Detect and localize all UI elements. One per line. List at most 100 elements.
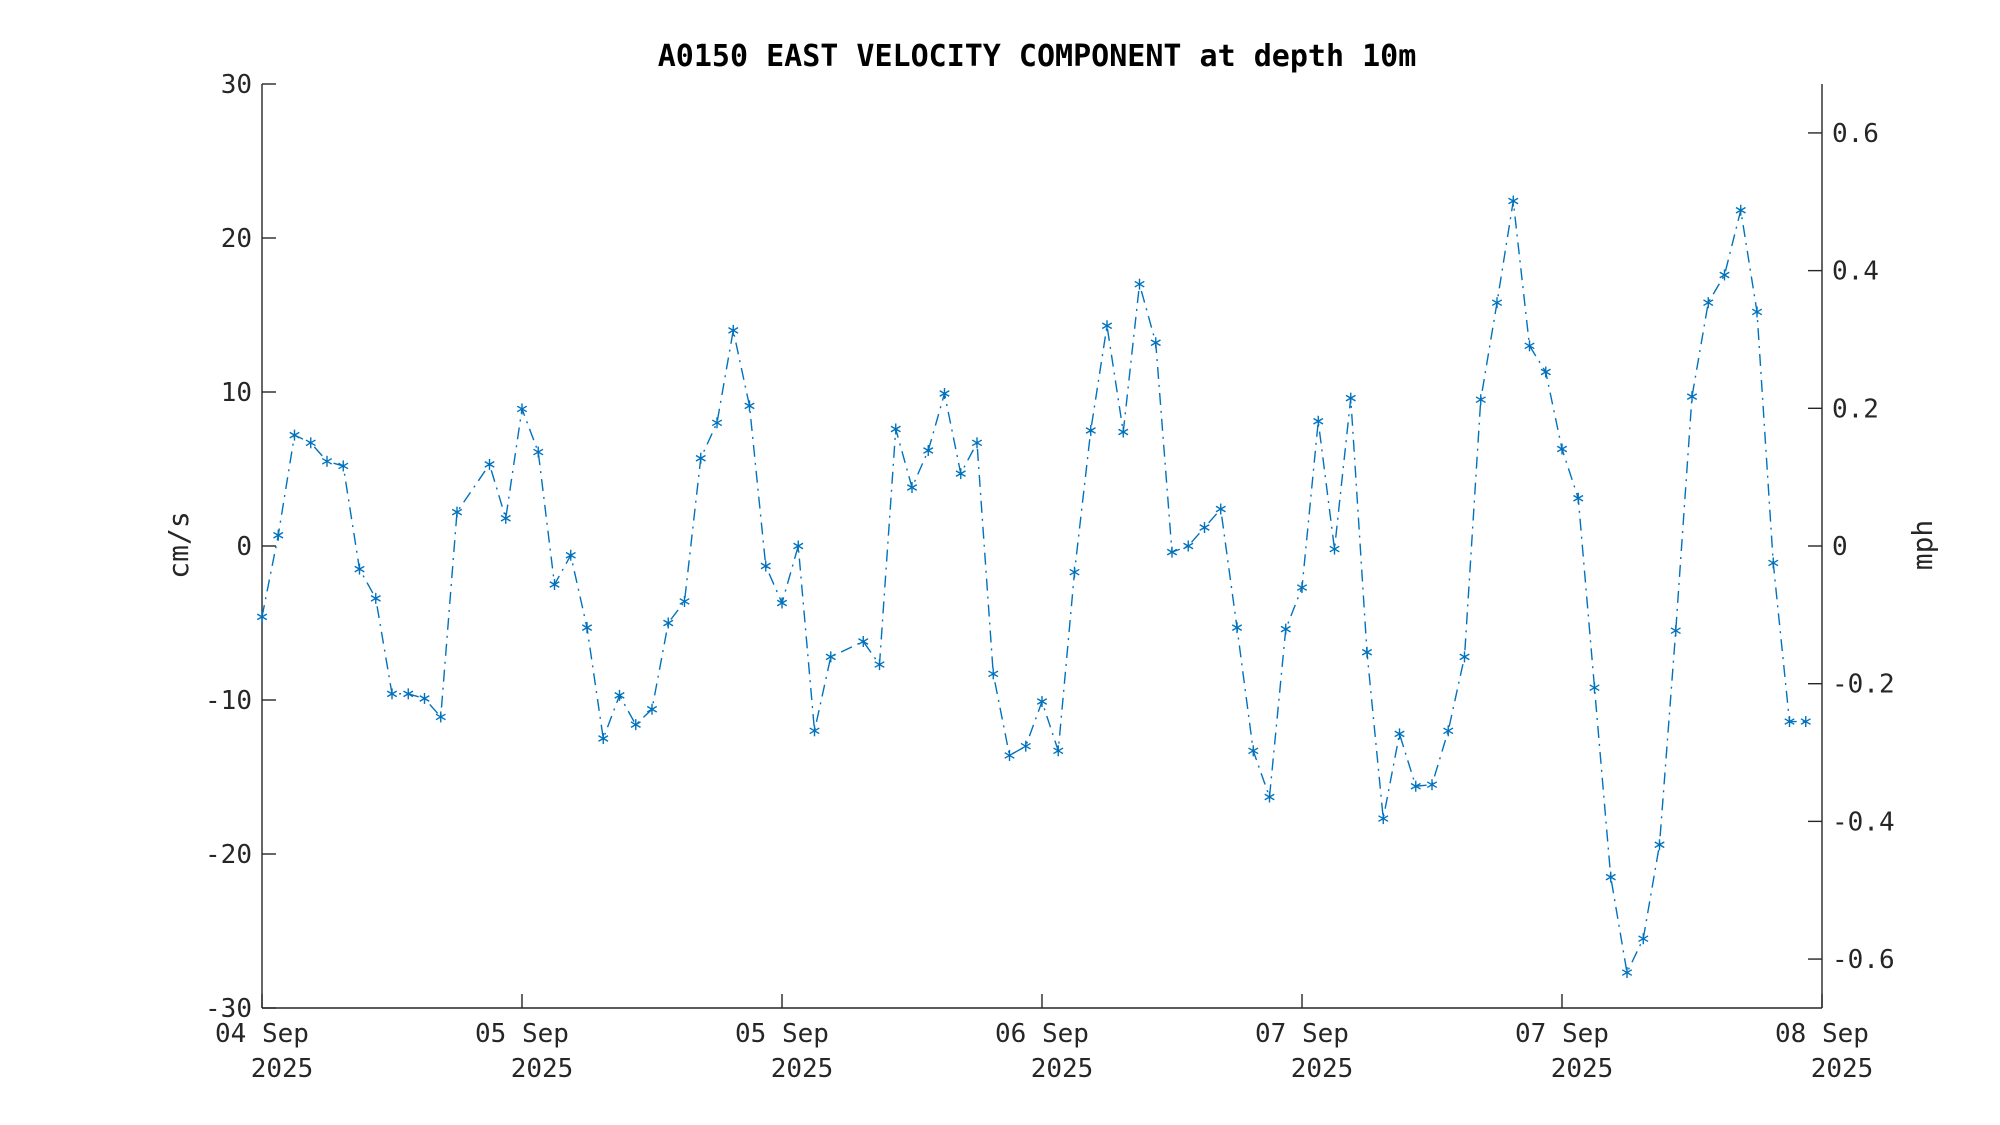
data-point bbox=[1703, 297, 1714, 309]
data-point bbox=[1719, 269, 1730, 281]
data-point bbox=[1231, 622, 1243, 634]
data-point bbox=[858, 635, 869, 647]
data-point bbox=[711, 417, 723, 429]
data-point bbox=[1069, 566, 1080, 578]
data-point bbox=[1085, 425, 1096, 436]
data-point bbox=[1686, 391, 1698, 403]
data-point bbox=[1621, 967, 1633, 979]
data-point bbox=[776, 597, 788, 609]
data-point bbox=[988, 668, 999, 680]
y-tick-label-right: -0.2 bbox=[1832, 670, 1895, 700]
axes-layer: -30 -20 -10 0 10 20 30 -0.6 -0.4 -0.2 0 0.2 0.4 0.6 04… bbox=[205, 70, 1895, 1084]
data-point bbox=[1345, 392, 1356, 404]
data-point bbox=[744, 400, 755, 412]
chart-title: A0150 EAST VELOCITY COMPONENT at depth 1… bbox=[658, 39, 1417, 74]
data-point bbox=[695, 452, 706, 464]
data-point bbox=[338, 460, 349, 472]
data-point bbox=[1475, 394, 1486, 406]
y-tick-label-left: 10 bbox=[221, 378, 252, 408]
x-tick-label-line1: 06 Sep bbox=[995, 1019, 1089, 1049]
data-point bbox=[1296, 582, 1308, 594]
data-point bbox=[728, 324, 739, 336]
data-point bbox=[1199, 522, 1210, 534]
data-point bbox=[1426, 779, 1438, 791]
data-point bbox=[809, 725, 820, 737]
data-point bbox=[500, 512, 511, 524]
x-tick-label-line1: 05 Sep bbox=[735, 1019, 829, 1049]
data-point bbox=[419, 692, 430, 704]
series-layer bbox=[256, 195, 1811, 979]
data-point bbox=[1589, 682, 1600, 694]
series-line bbox=[261, 200, 1806, 975]
data-point bbox=[1524, 340, 1535, 352]
y-tick-label-right: 0 bbox=[1832, 532, 1848, 562]
data-point bbox=[906, 481, 918, 493]
data-point bbox=[370, 592, 381, 604]
data-point bbox=[1004, 749, 1015, 761]
x-tick-label-line1: 05 Sep bbox=[475, 1019, 569, 1049]
data-point bbox=[1410, 780, 1421, 792]
y-axis-label-right: mph bbox=[1906, 520, 1939, 571]
data-point bbox=[1443, 725, 1454, 737]
x-tick-label-line1: 07 Sep bbox=[1515, 1019, 1609, 1049]
data-point bbox=[939, 388, 950, 400]
x-tick-label-line1: 07 Sep bbox=[1255, 1019, 1349, 1049]
data-point bbox=[1150, 337, 1161, 349]
x-tick-label-line2: 2025 bbox=[1551, 1054, 1614, 1084]
data-point bbox=[1313, 415, 1324, 427]
data-point bbox=[760, 560, 771, 572]
y-tick-label-left: 20 bbox=[221, 224, 252, 254]
data-point bbox=[1670, 625, 1681, 637]
x-tick-label-line2: 2025 bbox=[1811, 1054, 1874, 1084]
x-tick-label-line2: 2025 bbox=[251, 1054, 314, 1084]
data-point bbox=[1540, 366, 1551, 378]
data-point bbox=[646, 703, 658, 715]
data-point bbox=[289, 429, 300, 441]
data-point bbox=[354, 563, 365, 575]
data-point bbox=[1654, 839, 1665, 851]
data-point bbox=[451, 506, 463, 518]
data-point bbox=[1183, 540, 1194, 552]
x-tick-label-line1: 04 Sep bbox=[215, 1019, 309, 1049]
data-point bbox=[484, 458, 495, 470]
data-point bbox=[1378, 813, 1389, 825]
y-tick-label-right: 0.2 bbox=[1832, 394, 1879, 424]
data-point bbox=[1166, 546, 1178, 558]
data-point bbox=[890, 423, 901, 435]
data-point bbox=[1508, 195, 1519, 207]
data-point bbox=[1329, 543, 1340, 555]
data-point bbox=[1638, 933, 1649, 945]
data-point bbox=[386, 688, 398, 700]
y-tick-label-left: -30 bbox=[205, 994, 252, 1024]
y-tick-label-left: 30 bbox=[221, 70, 252, 100]
data-point bbox=[1101, 320, 1113, 332]
x-tick-label-line2: 2025 bbox=[1031, 1054, 1094, 1084]
data-point bbox=[1751, 306, 1763, 318]
data-point bbox=[1118, 426, 1129, 438]
data-point bbox=[1053, 745, 1064, 757]
data-point bbox=[1735, 204, 1746, 216]
data-point bbox=[273, 529, 284, 541]
data-point bbox=[1800, 716, 1811, 728]
data-point bbox=[256, 611, 268, 623]
data-point bbox=[1280, 623, 1291, 635]
data-point bbox=[1784, 716, 1795, 728]
data-point bbox=[614, 689, 625, 701]
data-point bbox=[971, 437, 983, 449]
y-axis-label-left: cm/s bbox=[162, 511, 195, 578]
y-tick-label-right: -0.4 bbox=[1832, 807, 1895, 837]
data-point bbox=[1020, 740, 1031, 752]
data-point bbox=[793, 540, 804, 552]
x-tick-label-line1: 08 Sep bbox=[1775, 1019, 1869, 1049]
data-point bbox=[1459, 651, 1470, 663]
data-point bbox=[1605, 871, 1616, 883]
data-point bbox=[1573, 492, 1584, 504]
data-point bbox=[516, 403, 528, 415]
data-point bbox=[1036, 696, 1048, 708]
data-point bbox=[549, 579, 560, 590]
data-point bbox=[581, 622, 593, 634]
x-tick-label-line2: 2025 bbox=[771, 1054, 834, 1084]
y-tick-label-left: -20 bbox=[205, 840, 252, 870]
data-point bbox=[565, 549, 576, 561]
